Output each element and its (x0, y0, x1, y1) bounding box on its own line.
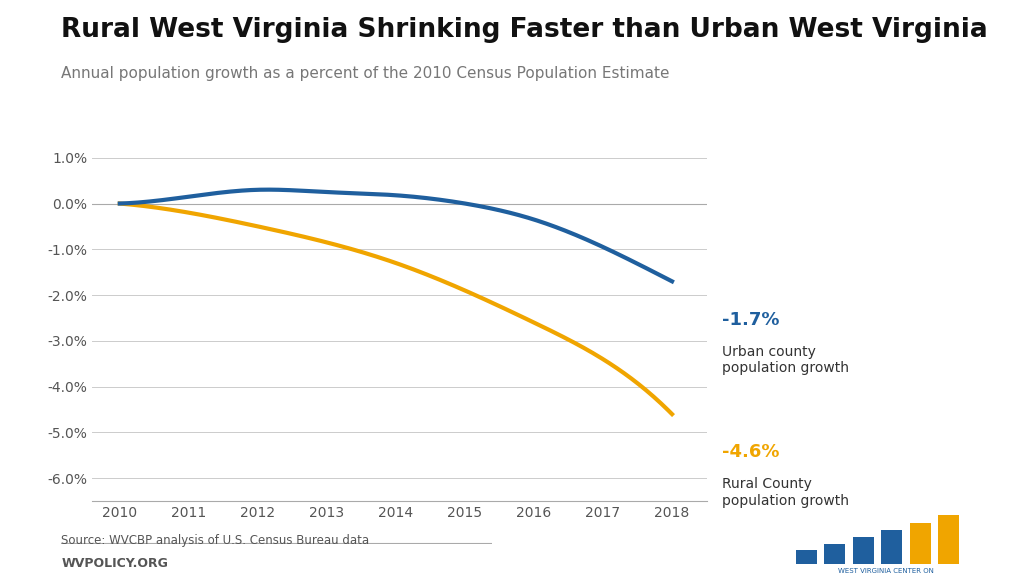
Bar (796, 550, 817, 564)
Text: Source: WVCBP analysis of U.S. Census Bureau data: Source: WVCBP analysis of U.S. Census Bu… (61, 534, 370, 547)
Text: -4.6%: -4.6% (722, 443, 779, 461)
Text: Annual population growth as a percent of the 2010 Census Population Estimate: Annual population growth as a percent of… (61, 66, 670, 81)
Text: Rural West Virginia Shrinking Faster than Urban West Virginia: Rural West Virginia Shrinking Faster tha… (61, 17, 988, 43)
Bar (938, 514, 959, 564)
Text: -1.7%: -1.7% (722, 310, 779, 329)
Bar (909, 523, 931, 564)
Text: Rural County
population growth: Rural County population growth (722, 478, 849, 507)
Bar (853, 537, 873, 564)
Text: WEST VIRGINIA CENTER ON: WEST VIRGINIA CENTER ON (839, 568, 934, 574)
Bar (881, 530, 902, 564)
Bar (824, 544, 846, 564)
Text: Urban county
population growth: Urban county population growth (722, 345, 849, 375)
Text: WVPOLICY.ORG: WVPOLICY.ORG (61, 557, 168, 570)
